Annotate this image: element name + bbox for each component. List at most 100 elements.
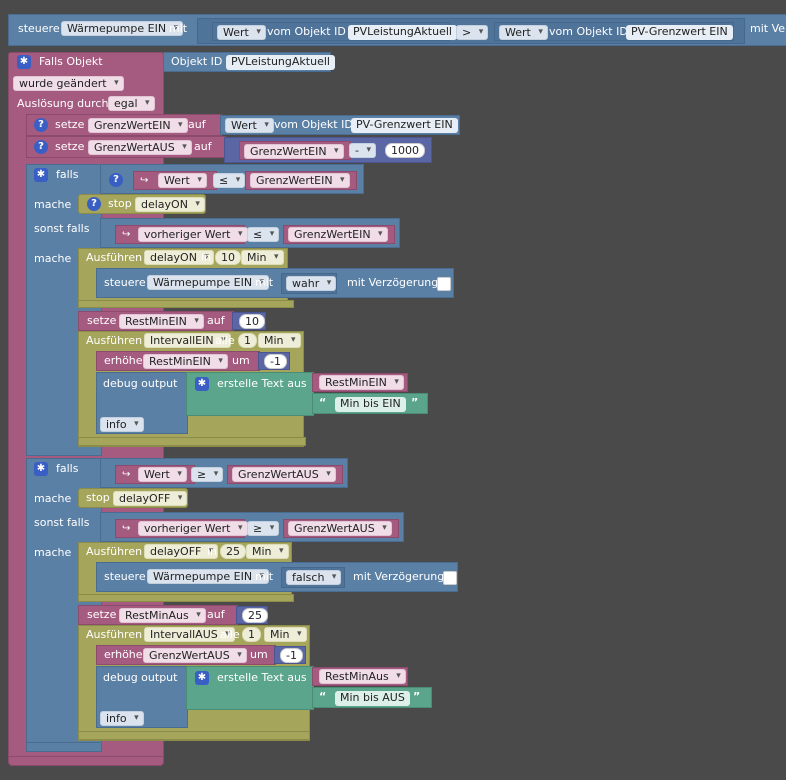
if2-op-dropdown[interactable]: ≥ xyxy=(191,467,224,482)
if1-interval-unit-dropdown[interactable]: Min xyxy=(258,333,301,348)
if2-stop-block[interactable]: stop delayOFF xyxy=(78,488,188,508)
help-icon[interactable]: ? xyxy=(34,140,48,154)
objekt-id-field[interactable]: PVLeistungAktuell xyxy=(226,55,335,70)
top-obj1-field[interactable]: PVLeistungAktuell xyxy=(348,25,457,40)
if1-steuere-block[interactable]: steuere Wärmepumpe EIN mit wahr mit Verz… xyxy=(96,268,454,298)
egal-dropdown[interactable]: egal xyxy=(108,96,155,111)
if1-verz-checkbox[interactable] xyxy=(437,277,451,291)
top-wert2-dropdown[interactable]: Wert xyxy=(499,25,548,40)
if2-value-dropdown[interactable]: falsch xyxy=(286,570,342,585)
if2-rest-var-dropdown[interactable]: RestMinAus xyxy=(119,608,206,623)
if2-wert-block[interactable]: ↪ Wert xyxy=(115,465,195,484)
gear-icon[interactable]: ✱ xyxy=(34,462,48,476)
if2-interval-unit-dropdown[interactable]: Min xyxy=(264,627,307,642)
if1-timer-dropdown[interactable]: delayON xyxy=(144,250,214,265)
if1-wert-dropdown[interactable]: Wert xyxy=(158,173,207,188)
if2-unit-dropdown[interactable]: Min xyxy=(246,544,289,559)
if2-value-block[interactable]: falsch xyxy=(281,567,345,588)
if1-rest-var-dropdown[interactable]: RestMinEIN xyxy=(119,314,204,329)
setze-var-dropdown[interactable]: GrenzWertAUS xyxy=(88,140,192,155)
setze-grenzwert-ein-block[interactable]: ? setze GrenzWertEIN auf xyxy=(26,114,222,136)
set2-ref-dropdown[interactable]: GrenzWertEIN xyxy=(244,144,344,159)
if2-text-str-field[interactable]: Min bis AUS xyxy=(335,691,410,706)
if1-op2-dropdown[interactable]: ≤ xyxy=(247,227,280,242)
if1-text-str-block[interactable]: “ Min bis EIN ” xyxy=(312,393,428,414)
if2-text-var-dropdown[interactable]: RestMinAus xyxy=(319,669,406,684)
if2-erhoehe-block[interactable]: erhöhe GrenzWertAUS um xyxy=(96,645,276,665)
gear-icon[interactable]: ✱ xyxy=(17,55,31,69)
top-obj2-field[interactable]: PV-Grenzwert EIN xyxy=(626,25,733,40)
if1-erhoehe-block[interactable]: erhöhe RestMinEIN um xyxy=(96,351,260,371)
set1-wert-block[interactable]: Wert vom Objekt ID PV-Grenzwert EIN xyxy=(220,115,460,135)
if1-ref-dropdown[interactable]: GrenzWertEIN xyxy=(250,173,350,188)
if1-rest-val-block[interactable]: 10 xyxy=(232,312,266,330)
if2-inc-val-block[interactable]: -1 xyxy=(274,646,306,664)
if2-info-dropdown[interactable]: info xyxy=(100,711,144,726)
set2-num-field[interactable]: 1000 xyxy=(385,143,425,158)
gear-icon[interactable]: ✱ xyxy=(195,377,209,391)
if1-interval-val-field[interactable]: 1 xyxy=(238,333,257,348)
top-op-dropdown[interactable]: > xyxy=(456,25,489,40)
if2-sonst-condition-block[interactable]: ↪ vorheriger Wert ≥ GrenzWertAUS xyxy=(100,512,404,542)
wurde-geaendert-dropdown[interactable]: wurde geändert xyxy=(13,76,124,91)
if1-text-var-dropdown[interactable]: RestMinEIN xyxy=(319,375,404,390)
if1-vorheriger-dropdown[interactable]: vorheriger Wert xyxy=(138,227,248,242)
top-wert-block-1[interactable]: Wert vom Objekt ID PVLeistungAktuell xyxy=(212,22,457,41)
if1-unit-dropdown[interactable]: Min xyxy=(241,250,284,265)
help-icon[interactable]: ? xyxy=(109,173,123,187)
if1-setze-rest-block[interactable]: setze RestMinEIN auf xyxy=(78,311,234,331)
set2-math-block[interactable]: GrenzWertEIN - 1000 xyxy=(224,137,432,163)
if1-rest-val-field[interactable]: 10 xyxy=(239,314,265,329)
if1-info-dropdown[interactable]: info xyxy=(100,417,144,432)
if2-device-dropdown[interactable]: Wärmepumpe EIN xyxy=(147,569,270,584)
if2-ref2-dropdown[interactable]: GrenzWertAUS xyxy=(288,521,392,536)
if2-timer-dropdown[interactable]: delayOFF xyxy=(144,544,219,559)
if2-interval-val-field[interactable]: 1 xyxy=(242,627,261,642)
help-icon[interactable]: ? xyxy=(87,197,101,211)
if2-vorheriger-block[interactable]: ↪ vorheriger Wert xyxy=(115,519,248,538)
setze-grenzwert-aus-block[interactable]: ? setze GrenzWertAUS auf xyxy=(26,136,226,158)
if1-value-block[interactable]: wahr xyxy=(281,273,337,294)
if1-inc-var-dropdown[interactable]: RestMinEIN xyxy=(143,354,228,369)
if1-condition-block[interactable]: ? ↪ Wert ≤ GrenzWertEIN xyxy=(100,164,364,194)
set1-wert-dropdown[interactable]: Wert xyxy=(225,118,274,133)
gear-icon[interactable]: ✱ xyxy=(195,671,209,685)
if1-wert-block[interactable]: ↪ Wert xyxy=(133,171,217,190)
if1-delay-field[interactable]: 10 xyxy=(215,250,241,265)
top-wert-block-2[interactable]: Wert vom Objekt ID PV-Grenzwert EIN xyxy=(494,22,734,41)
if2-verz-checkbox[interactable] xyxy=(443,571,457,585)
if2-text-str-block[interactable]: “ Min bis AUS ” xyxy=(312,687,432,708)
setze-var-dropdown[interactable]: GrenzWertEIN xyxy=(88,118,188,133)
if2-delay-field[interactable]: 25 xyxy=(220,544,246,559)
if2-stop-timer-dropdown[interactable]: delayOFF xyxy=(113,491,188,506)
if1-debug-block[interactable]: debug output info xyxy=(96,372,188,434)
if1-stop-timer-dropdown[interactable]: delayON xyxy=(135,197,205,212)
if1-stop-block[interactable]: ? stop delayON xyxy=(78,194,206,214)
if1-ref2-block[interactable]: GrenzWertEIN xyxy=(283,225,395,244)
if1-op-dropdown[interactable]: ≤ xyxy=(213,173,246,188)
if2-interval-dropdown[interactable]: IntervallAUS xyxy=(144,627,235,642)
if2-wert-dropdown[interactable]: Wert xyxy=(138,467,187,482)
if2-ref-dropdown[interactable]: GrenzWertAUS xyxy=(232,467,336,482)
if1-sonst-condition-block[interactable]: ↪ vorheriger Wert ≤ GrenzWertEIN xyxy=(100,218,400,248)
if2-vorheriger-dropdown[interactable]: vorheriger Wert xyxy=(138,521,248,536)
set2-ref-block[interactable]: GrenzWertEIN xyxy=(239,141,351,160)
top-device-dropdown[interactable]: Wärmepumpe EIN xyxy=(61,21,184,36)
if2-inc-var-dropdown[interactable]: GrenzWertAUS xyxy=(143,648,247,663)
if1-text-var-block[interactable]: RestMinEIN xyxy=(312,373,408,392)
objekt-id-block[interactable]: Objekt ID PVLeistungAktuell xyxy=(163,52,335,72)
if1-interval-dropdown[interactable]: IntervallEIN xyxy=(144,333,231,348)
set1-obj-field[interactable]: PV-Grenzwert EIN xyxy=(351,118,458,133)
top-wert1-dropdown[interactable]: Wert xyxy=(217,25,266,40)
if2-steuere-block[interactable]: steuere Wärmepumpe EIN mit falsch mit Ve… xyxy=(96,562,458,592)
top-compare-block[interactable]: Wert vom Objekt ID PVLeistungAktuell > W… xyxy=(197,18,745,44)
if2-ref2-block[interactable]: GrenzWertAUS xyxy=(283,519,399,538)
top-steuere-block[interactable]: steuere Wärmepumpe EIN mit Wert vom Obje… xyxy=(8,14,786,46)
if1-erstelle-block[interactable]: ✱ erstelle Text aus xyxy=(186,372,314,416)
if1-value-dropdown[interactable]: wahr xyxy=(286,276,337,291)
if2-condition-block[interactable]: ↪ Wert ≥ GrenzWertAUS xyxy=(100,458,348,488)
if1-device-dropdown[interactable]: Wärmepumpe EIN xyxy=(147,275,270,290)
if2-debug-block[interactable]: debug output info xyxy=(96,666,188,728)
if1-vorheriger-block[interactable]: ↪ vorheriger Wert xyxy=(115,225,248,244)
if1-inc-val-field[interactable]: -1 xyxy=(264,354,287,369)
